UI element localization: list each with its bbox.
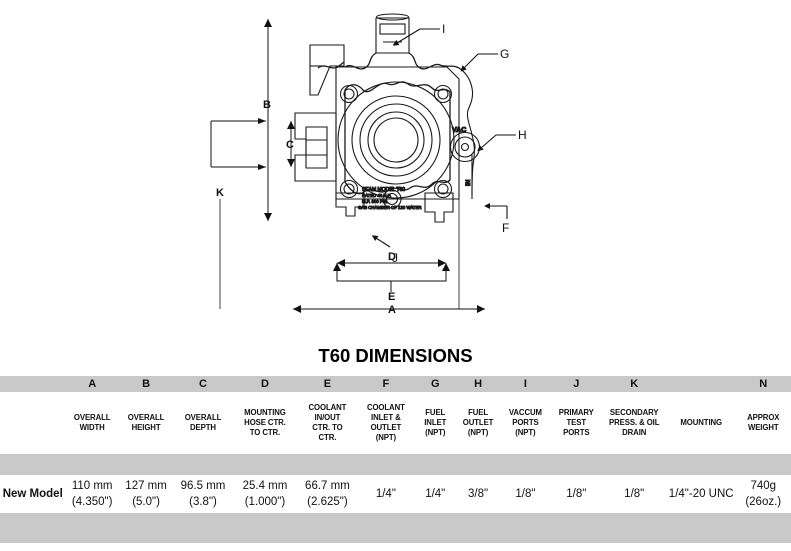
svg-text:A: A: [388, 304, 396, 316]
svg-text:IN: IN: [465, 179, 472, 186]
svg-text:E: E: [388, 291, 395, 303]
svg-text:RATED 40 H.P.: RATED 40 H.P.: [362, 193, 391, 198]
svg-text:C: C: [286, 139, 294, 151]
svg-text:I: I: [442, 22, 445, 36]
svg-text:D: D: [388, 251, 396, 263]
svg-text:F: F: [502, 221, 509, 235]
svg-text:M.P. 600 PSI.: M.P. 600 PSI.: [362, 199, 388, 204]
svg-text:G: G: [500, 47, 509, 61]
svg-text:K: K: [216, 187, 224, 199]
svg-text:GAS CHAMBER OF 120 WATER: GAS CHAMBER OF 120 WATER: [358, 205, 422, 210]
svg-text:B: B: [263, 99, 271, 111]
svg-text:VAC: VAC: [452, 127, 466, 134]
svg-text:H: H: [518, 128, 527, 142]
